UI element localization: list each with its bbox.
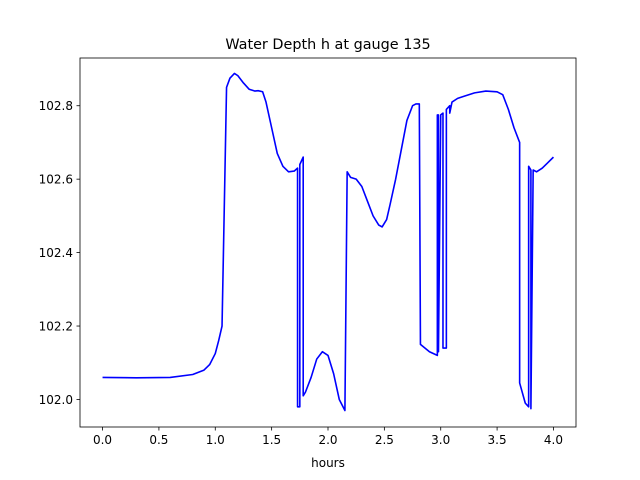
y-tick-label: 102.2 bbox=[39, 320, 73, 334]
series-line-0 bbox=[102, 72, 555, 412]
x-tick-label: 1.5 bbox=[262, 433, 281, 447]
y-tick-label: 102.0 bbox=[39, 393, 73, 407]
y-tick-label: 102.4 bbox=[39, 246, 73, 260]
x-tick-label: 4.0 bbox=[544, 433, 563, 447]
chart-title: Water Depth h at gauge 135 bbox=[225, 37, 430, 53]
x-tick-label: 3.5 bbox=[488, 433, 507, 447]
plot-area bbox=[102, 72, 555, 412]
x-tick-label: 0.5 bbox=[149, 433, 168, 447]
x-tick-label: 1.0 bbox=[206, 433, 225, 447]
x-tick-label: 0.0 bbox=[93, 433, 112, 447]
x-axis: 0.0 0.5 1.0 1.5 2.0 2.5 3.0 3.5 4.0 bbox=[93, 427, 563, 447]
x-tick-label: 2.0 bbox=[318, 433, 337, 447]
x-tick-label: 3.0 bbox=[431, 433, 450, 447]
x-axis-label: hours bbox=[311, 456, 345, 470]
y-axis: 102.0 102.2 102.4 102.6 102.8 bbox=[39, 99, 80, 407]
y-tick-label: 102.8 bbox=[39, 99, 73, 113]
y-tick-label: 102.6 bbox=[39, 173, 73, 187]
x-tick-label: 2.5 bbox=[375, 433, 394, 447]
